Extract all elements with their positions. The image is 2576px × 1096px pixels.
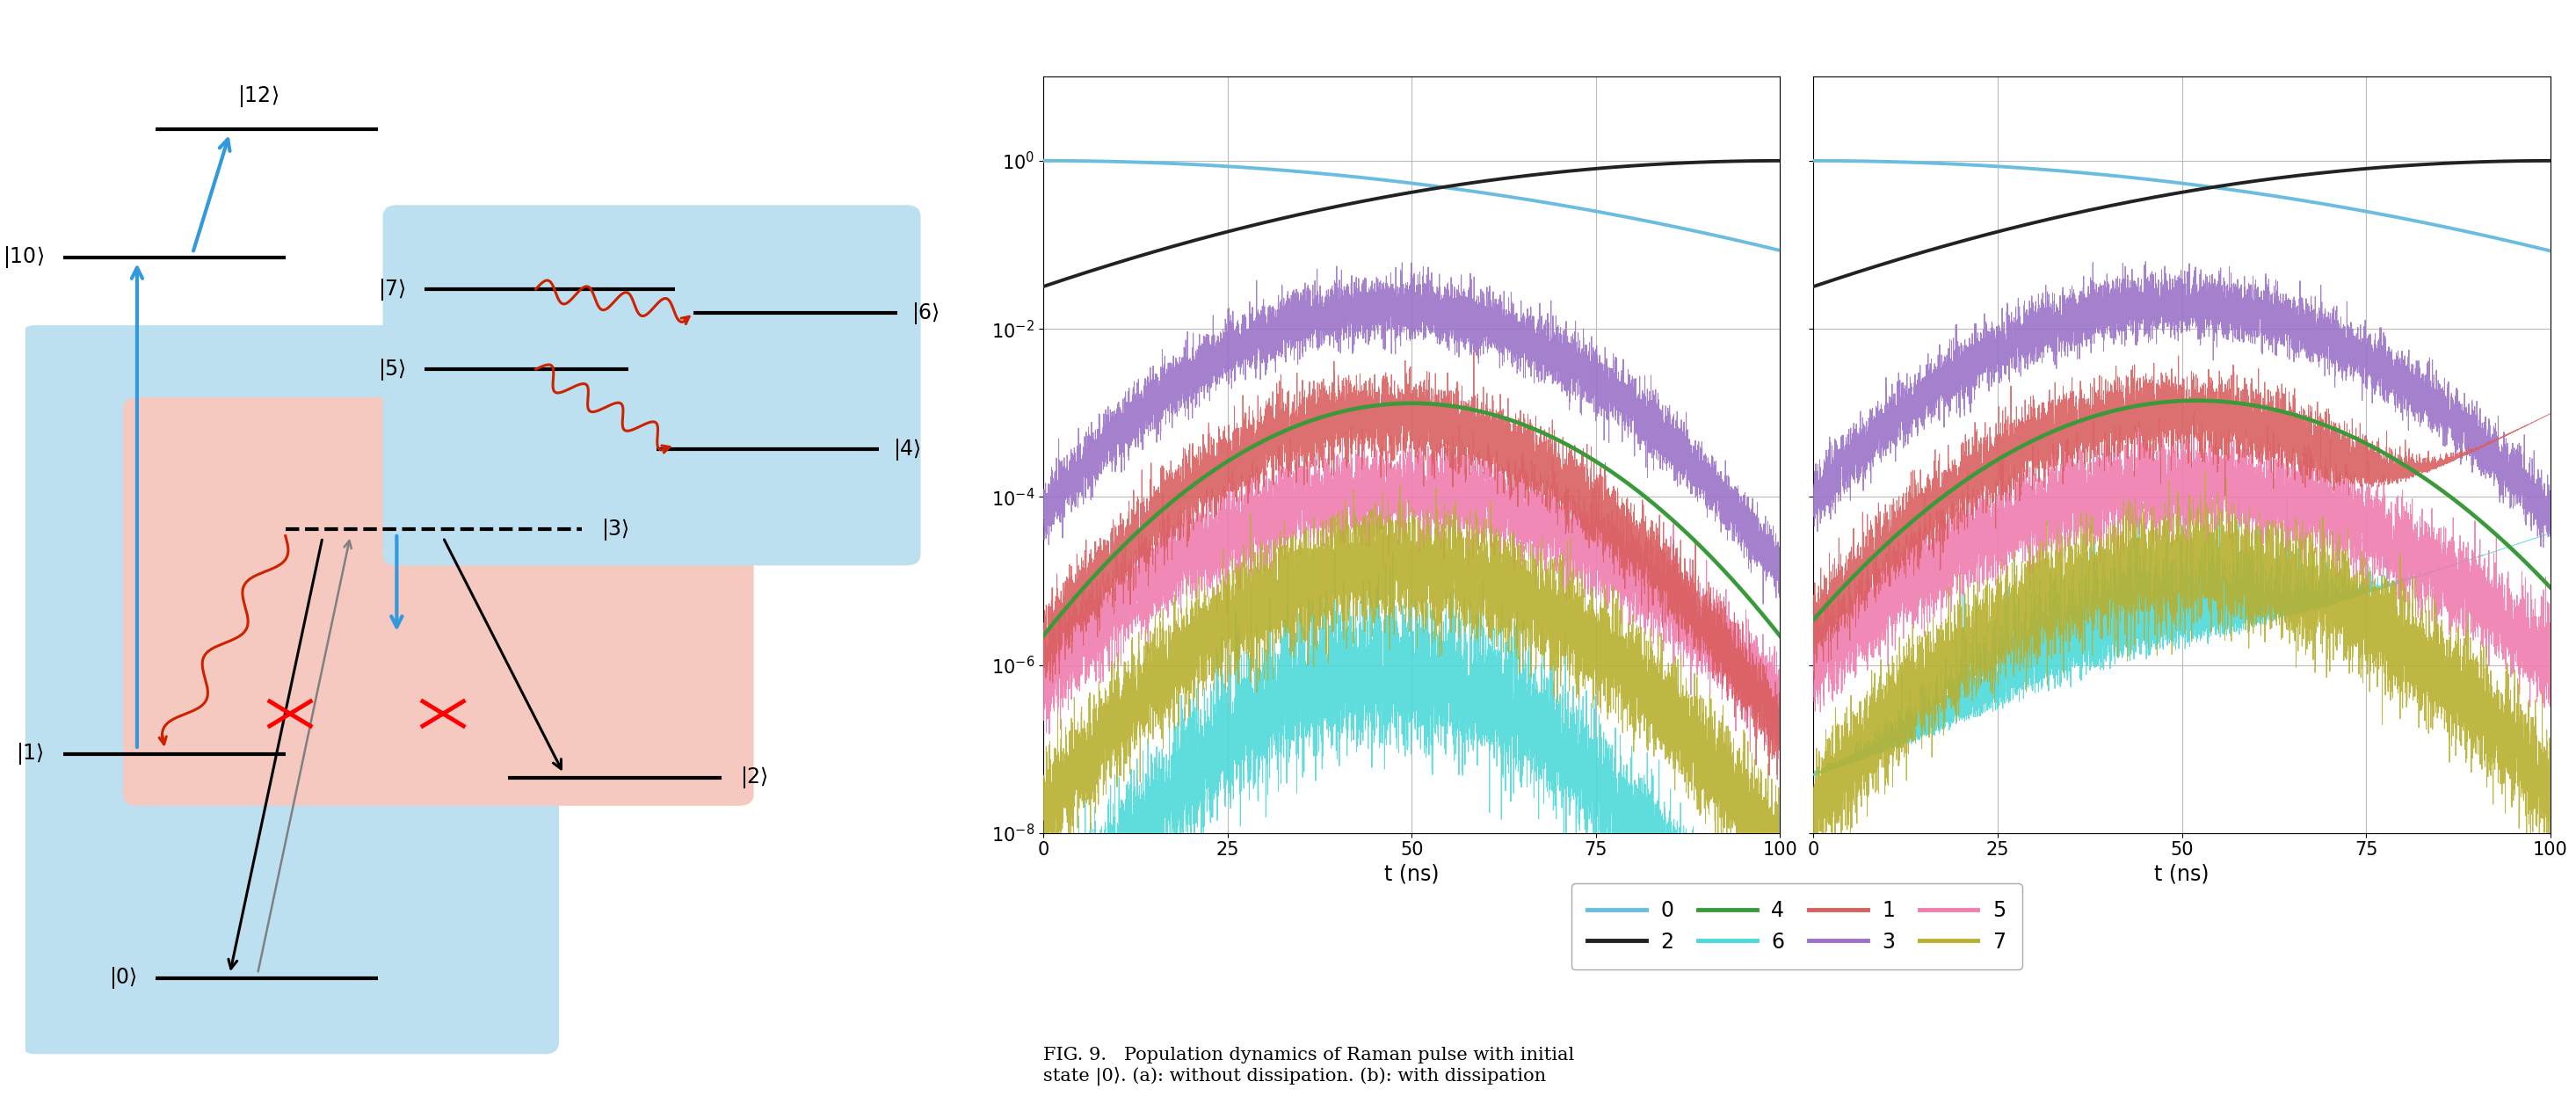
Text: $|2\rangle$: $|2\rangle$ — [739, 765, 768, 790]
Text: $|12\rangle$: $|12\rangle$ — [237, 83, 278, 109]
Text: $|10\rangle$: $|10\rangle$ — [3, 244, 44, 270]
X-axis label: t (ns): t (ns) — [2154, 864, 2210, 886]
Text: $|5\rangle$: $|5\rangle$ — [379, 356, 407, 383]
Legend: 0, 2, 4, 6, 1, 3, 5, 7: 0, 2, 4, 6, 1, 3, 5, 7 — [1571, 883, 2022, 969]
FancyBboxPatch shape — [124, 398, 755, 806]
Text: $|1\rangle$: $|1\rangle$ — [15, 741, 44, 766]
Text: $|6\rangle$: $|6\rangle$ — [912, 300, 940, 326]
X-axis label: t (ns): t (ns) — [1383, 864, 1440, 886]
Text: FIG. 9.   Population dynamics of Raman pulse with initial
state |0⟩. (a): withou: FIG. 9. Population dynamics of Raman pul… — [1043, 1047, 1574, 1085]
Text: $|3\rangle$: $|3\rangle$ — [600, 516, 629, 543]
Text: $|0\rangle$: $|0\rangle$ — [108, 966, 137, 991]
FancyBboxPatch shape — [21, 326, 559, 1054]
Text: $|4\rangle$: $|4\rangle$ — [894, 436, 922, 463]
FancyBboxPatch shape — [384, 205, 920, 566]
Text: $|7\rangle$: $|7\rangle$ — [379, 276, 407, 301]
